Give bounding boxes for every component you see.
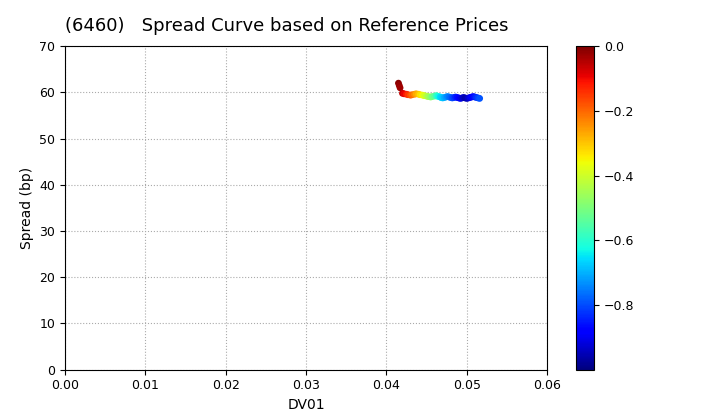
Point [425, 94, 436, 100]
Point [451, 94, 463, 101]
Point [410, 90, 422, 97]
Point [401, 91, 413, 97]
Point [444, 94, 455, 100]
Point [406, 92, 418, 98]
Point [417, 92, 428, 99]
Point [431, 93, 443, 100]
Point [469, 94, 481, 100]
Point [456, 94, 468, 101]
Point [472, 94, 484, 101]
Point [431, 92, 442, 99]
Point [397, 90, 408, 97]
Point [409, 91, 420, 97]
Point [454, 95, 466, 102]
Point [458, 94, 469, 101]
Point [448, 94, 459, 101]
Point [415, 92, 426, 98]
Point [429, 93, 441, 100]
Point [474, 95, 485, 102]
Point [437, 94, 449, 101]
Point [471, 94, 482, 101]
Point [467, 93, 479, 100]
Point [459, 94, 471, 101]
Point [446, 94, 458, 101]
Point [440, 94, 451, 100]
Point [405, 92, 416, 99]
Point [395, 84, 406, 91]
Point [436, 94, 447, 101]
Point [413, 91, 424, 97]
Point [442, 93, 454, 100]
Point [464, 94, 476, 101]
Point [426, 93, 438, 100]
Point [463, 94, 474, 101]
Point [433, 93, 444, 100]
Point [418, 92, 430, 99]
Text: (6460)   Spread Curve based on Reference Prices: (6460) Spread Curve based on Reference P… [65, 17, 508, 35]
Point [453, 94, 464, 101]
Point [402, 92, 414, 98]
Point [450, 94, 462, 100]
Point [420, 93, 432, 100]
Point [398, 90, 410, 97]
Point [423, 93, 434, 100]
Point [438, 94, 450, 101]
Point [445, 94, 456, 101]
X-axis label: DV01: DV01 [287, 398, 325, 412]
Point [394, 82, 405, 89]
Point [392, 80, 404, 87]
Point [466, 94, 477, 100]
Point [434, 94, 446, 100]
Point [461, 95, 472, 102]
Y-axis label: Spread (bp): Spread (bp) [19, 167, 34, 249]
